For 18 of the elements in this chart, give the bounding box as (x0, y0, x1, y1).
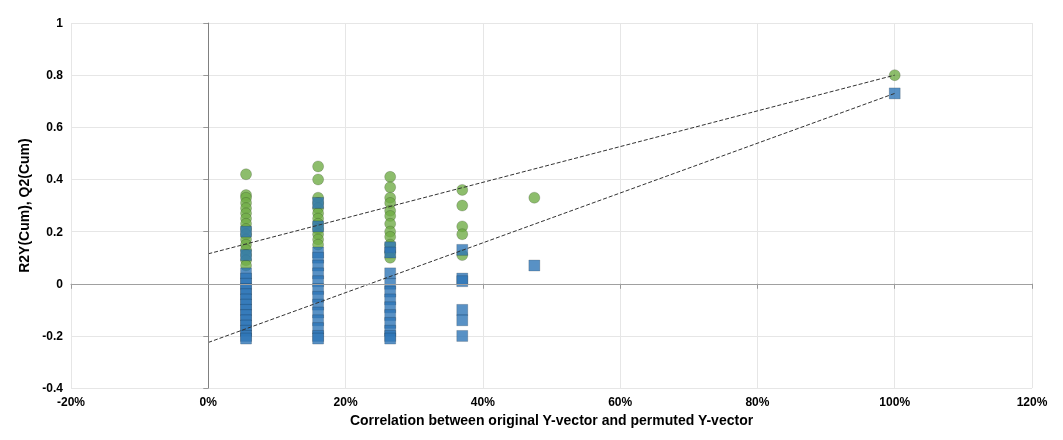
x-tick-label: 20% (333, 395, 358, 410)
y-tick-label: 0.6 (46, 120, 64, 135)
x-tick-label: 120% (1016, 395, 1048, 410)
x-tick-label: 0% (199, 395, 218, 410)
y-tick-label: 0 (56, 276, 64, 291)
y-axis-title: R2Y(Cum), Q2(Cum) (16, 138, 33, 273)
x-tick-label: -20% (56, 395, 86, 410)
x-tick-label: 100% (879, 395, 911, 410)
y-tick-label: -0.4 (42, 381, 64, 396)
y-tick-label: 1 (56, 16, 64, 30)
y-tick-label: -0.2 (42, 328, 64, 343)
y-tick-label: 0.4 (46, 172, 64, 187)
x-tick-label: 60% (608, 395, 633, 410)
y-tick-label: 0.8 (46, 68, 64, 83)
y-tick-label: 0.2 (46, 224, 64, 239)
x-tick-label: 80% (745, 395, 770, 410)
x-tick-label: 40% (470, 395, 496, 410)
x-axis-title: Correlation between original Y-vector and permuted Y-vector (349, 412, 754, 428)
